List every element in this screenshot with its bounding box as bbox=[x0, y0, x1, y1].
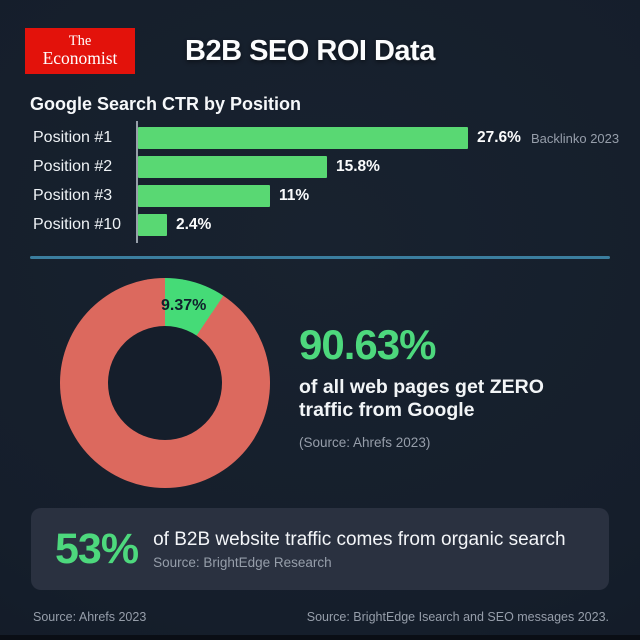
bar-value-label: 27.6% bbox=[477, 129, 521, 146]
donut-slice-label: 9.37% bbox=[161, 297, 207, 314]
donut-hole bbox=[108, 326, 222, 440]
donut-headline: 90.63% bbox=[299, 321, 436, 368]
donut-caption-line1: of all web pages get ZERO bbox=[299, 376, 544, 398]
page-title: B2B SEO ROI Data bbox=[185, 35, 435, 67]
logo-line2: Economist bbox=[42, 48, 118, 69]
bar-fill bbox=[138, 214, 167, 236]
donut-caption-line2: traffic from Google bbox=[299, 398, 475, 421]
donut-text-block: 90.63% of all web pages get ZERO traffic… bbox=[299, 324, 619, 450]
stat-source: Source: BrightEdge Research bbox=[153, 554, 332, 570]
bar-category-label: Position #1 bbox=[33, 129, 113, 146]
bar-value-label: 15.8% bbox=[336, 158, 380, 175]
bar-value-label: 11% bbox=[279, 187, 310, 204]
footer-source-left: Source: Ahrefs 2023 bbox=[33, 610, 147, 624]
bar-row-position-3: Position #3 11% bbox=[33, 185, 309, 207]
stat-value: 53% bbox=[55, 524, 139, 573]
bar-fill bbox=[138, 156, 327, 178]
economist-logo: The Economist bbox=[25, 28, 135, 74]
bar-category-label: Position #10 bbox=[33, 216, 122, 233]
bar-row-position-2: Position #2 15.8% bbox=[33, 156, 380, 178]
donut-chart: 9.37% bbox=[60, 278, 270, 488]
bar-fill bbox=[138, 127, 468, 149]
bar-row-position-10: Position #10 2.4% bbox=[33, 214, 211, 236]
bar-category-label: Position #3 bbox=[33, 187, 113, 204]
section-divider bbox=[30, 256, 610, 259]
donut-source: (Source: Ahrefs 2023) bbox=[299, 434, 431, 450]
bar-source-annotation: Backlinko 2023 bbox=[530, 130, 620, 146]
logo-line1: The bbox=[68, 33, 92, 50]
bar-fill bbox=[138, 185, 270, 207]
stat-card: 53% of B2B website traffic comes from or… bbox=[31, 508, 609, 590]
bar-chart-title: Google Search CTR by Position bbox=[30, 94, 302, 114]
bar-row-position-1: Position #1 27.6% Backlinko 2023 bbox=[33, 127, 619, 149]
footer-source-right: Source: BrightEdge Isearch and SEO messa… bbox=[306, 610, 609, 624]
bar-category-label: Position #2 bbox=[33, 158, 113, 175]
stat-text-block: of B2B website traffic comes from organi… bbox=[153, 529, 566, 570]
bar-chart-axis bbox=[136, 121, 138, 243]
bottom-edge-strip bbox=[0, 635, 640, 640]
donut-caption: of all web pages get ZERO traffic from G… bbox=[299, 376, 619, 422]
bar-value-label: 2.4% bbox=[176, 216, 212, 233]
stat-text: of B2B website traffic comes from organi… bbox=[153, 528, 566, 550]
